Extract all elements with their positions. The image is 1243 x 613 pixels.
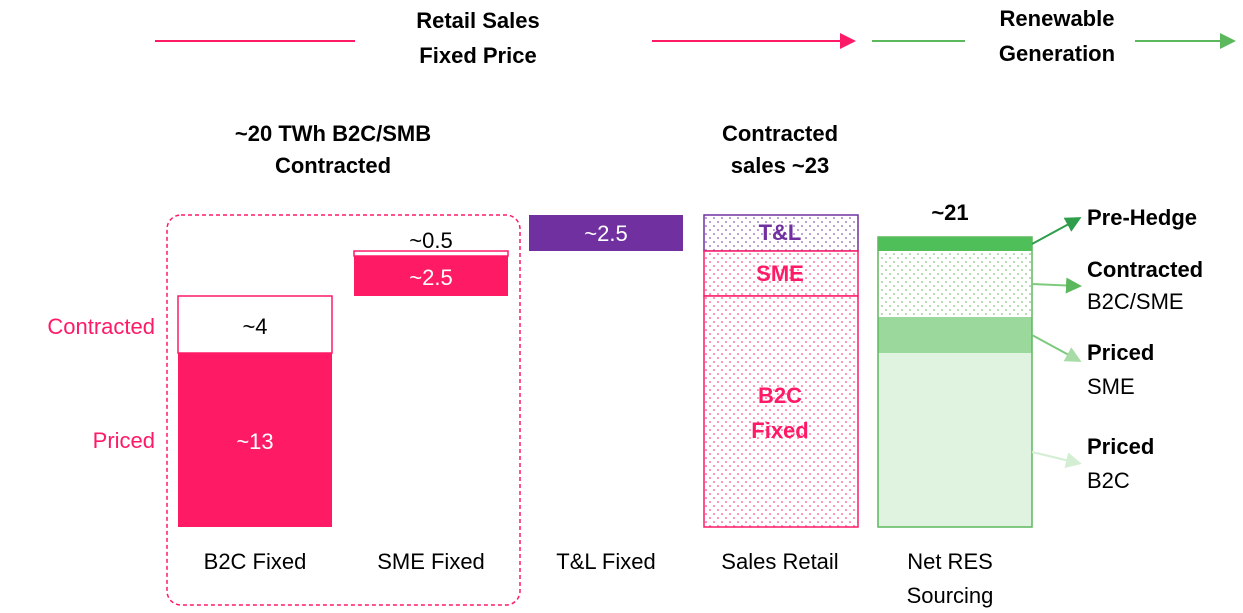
segment-label: SME (756, 261, 804, 286)
segment-label: Fixed (751, 418, 808, 443)
row-label: Priced (93, 428, 155, 453)
segment (529, 215, 683, 251)
column-label: B2C Fixed (204, 549, 307, 574)
segment (878, 317, 1032, 353)
column-outline (877, 236, 1033, 528)
column-label: SME Fixed (377, 549, 485, 574)
group-title: sales ~23 (731, 153, 829, 178)
group-box (166, 214, 521, 606)
segment (177, 295, 333, 354)
segment-label: ~0.5 (409, 228, 452, 253)
top-flow: Retail Sales Fixed Price Renewable Gener… (155, 6, 1236, 68)
arrow (1031, 277, 1082, 294)
column-label: Net RES (907, 549, 993, 574)
segment-label: ~2.5 (584, 221, 627, 246)
segment (354, 256, 508, 296)
column-label: Sales Retail (721, 549, 838, 574)
legend-label: B2C/SME (1087, 289, 1184, 314)
arrow (1031, 334, 1082, 362)
legend-label: Priced (1087, 434, 1154, 459)
segment-label: ~13 (236, 429, 273, 454)
segment (703, 295, 859, 528)
segment (703, 214, 859, 252)
column-label: T&L Fixed (556, 549, 655, 574)
segment-label: T&L (759, 220, 802, 245)
segment (178, 353, 332, 527)
segment (878, 251, 1032, 317)
segment (878, 237, 1032, 251)
legend-label: Contracted (1087, 257, 1203, 282)
row-label: Contracted (47, 314, 155, 339)
legend-label: B2C (1087, 468, 1130, 493)
segment-label: ~4 (242, 314, 267, 339)
arrow (1031, 217, 1082, 245)
title: Renewable (1000, 6, 1115, 31)
legend-label: SME (1087, 374, 1135, 399)
title: Generation (999, 41, 1115, 66)
segment (878, 353, 1032, 527)
segment (703, 250, 859, 297)
column-label: Sourcing (907, 583, 994, 608)
group-title: ~20 TWh B2C/SMB (235, 121, 431, 146)
segment-label: ~2.5 (409, 265, 452, 290)
legend-label: Pre-Hedge (1087, 205, 1197, 230)
group-title: Contracted (722, 121, 838, 146)
arrow (1031, 451, 1082, 468)
title: Fixed Price (419, 43, 536, 68)
group-title: Contracted (275, 153, 391, 178)
legend-label: Priced (1087, 340, 1154, 365)
segment-label: B2C (758, 383, 802, 408)
total-label: ~21 (931, 200, 968, 225)
title: Retail Sales (416, 8, 540, 33)
